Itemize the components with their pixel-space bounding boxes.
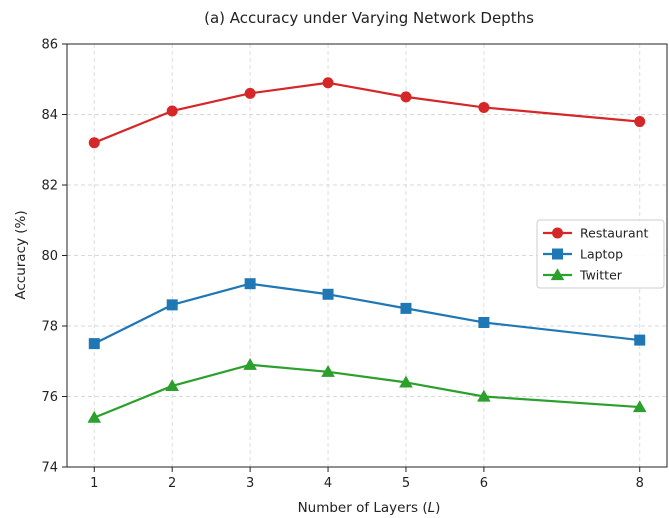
twitter-point [243, 357, 257, 370]
legend-marker-laptop [552, 248, 563, 260]
laptop-point [322, 288, 334, 300]
y-tick-label: 76 [41, 390, 58, 405]
restaurant-point [166, 105, 178, 117]
legend-label-laptop: Laptop [580, 247, 623, 262]
twitter-point [632, 400, 647, 413]
x-tick-label: 6 [480, 476, 488, 491]
x-tick-label: 4 [324, 476, 332, 491]
series [87, 77, 647, 423]
series-twitter [87, 357, 647, 423]
x-tick-label: 2 [168, 476, 176, 491]
laptop-point [88, 338, 100, 350]
laptop-line [93, 282, 640, 345]
x-tick-label: 5 [402, 476, 410, 491]
twitter-point [165, 379, 179, 392]
twitter-point [321, 365, 335, 377]
x-tick-label: 1 [90, 476, 98, 491]
legend: Restaurant Laptop Twitter [536, 219, 665, 289]
restaurant-point [244, 87, 256, 99]
ticks: 1 2 3 4 5 6 8 74 76 78 80 82 84 86 [41, 38, 643, 492]
legend-marker-restaurant [552, 227, 563, 239]
y-tick-label: 80 [41, 249, 58, 264]
y-axis-label: Accuracy (%) [13, 210, 29, 299]
legend-item-twitter: Twitter [543, 268, 623, 283]
restaurant-point [634, 116, 646, 128]
chart-title: (a) Accuracy under Varying Network Depth… [204, 9, 534, 27]
legend-marker-twitter [550, 268, 565, 281]
x-axis-label: Number of Layers (L) [298, 500, 441, 516]
restaurant-point [88, 137, 100, 149]
twitter-point [87, 410, 102, 423]
laptop-point [244, 278, 256, 290]
y-tick-label: 86 [41, 38, 58, 53]
x-tick-label: 8 [636, 476, 644, 491]
laptop-point [634, 334, 646, 346]
y-tick-label: 78 [41, 320, 58, 335]
y-tick-label: 82 [41, 179, 58, 194]
x-tick-label: 3 [246, 476, 254, 491]
legend-label-restaurant: Restaurant [580, 226, 649, 241]
legend-label-twitter: Twitter [579, 268, 623, 283]
series-restaurant [88, 77, 646, 149]
restaurant-point [400, 91, 412, 103]
laptop-point [166, 299, 178, 311]
legend-item-laptop: Laptop [543, 247, 623, 262]
restaurant-point [322, 77, 334, 89]
twitter-point [477, 389, 491, 402]
y-tick-label: 84 [41, 108, 58, 123]
series-laptop [88, 278, 646, 350]
twitter-point [399, 375, 413, 388]
restaurant-point [478, 101, 490, 113]
twitter-line [93, 363, 640, 419]
legend-item-restaurant: Restaurant [543, 226, 649, 241]
laptop-point [478, 316, 490, 328]
legend-box [536, 219, 665, 289]
y-tick-label: 74 [41, 461, 58, 476]
laptop-point [400, 302, 412, 314]
